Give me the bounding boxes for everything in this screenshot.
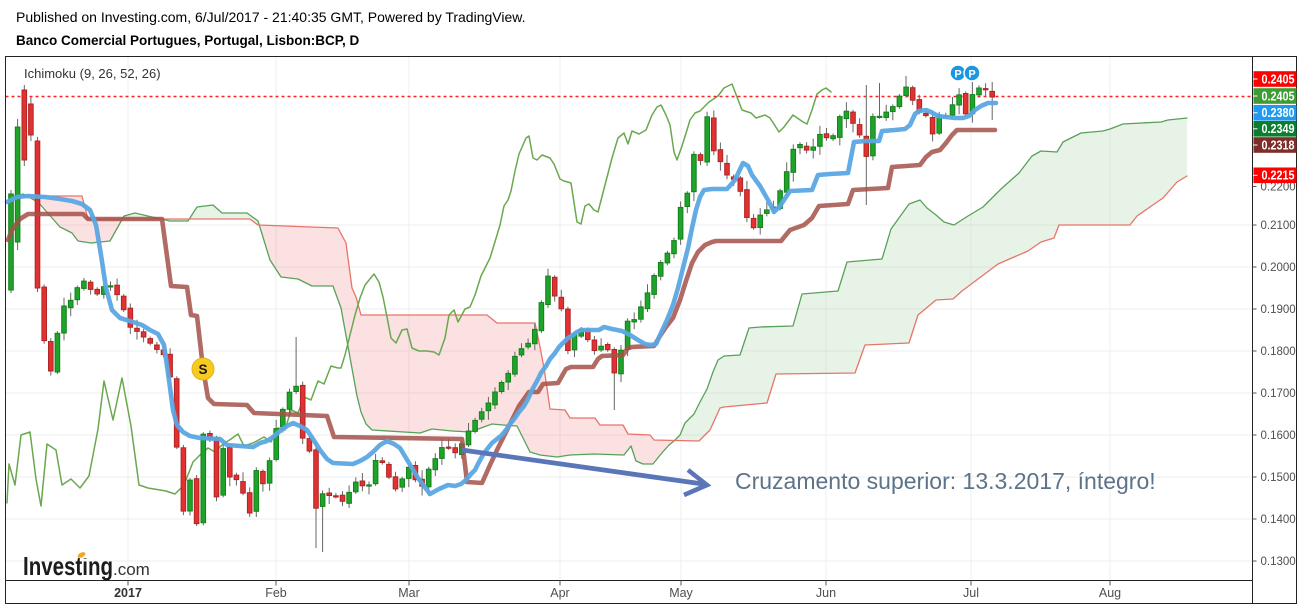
svg-text:Cruzamento superior: 13.3.2017: Cruzamento superior: 13.3.2017, íntegro! xyxy=(735,468,1156,494)
svg-text:0.2405: 0.2405 xyxy=(1262,89,1295,103)
svg-text:0.1300: 0.1300 xyxy=(1261,556,1296,568)
svg-text:0.2215: 0.2215 xyxy=(1262,169,1295,183)
svg-text:Banco Comercial Portugues, Por: Banco Comercial Portugues, Portugal, Lis… xyxy=(16,33,360,48)
svg-text:0.2000: 0.2000 xyxy=(1261,262,1296,274)
svg-text:Investing: Investing xyxy=(23,551,113,581)
svg-text:Published on Investing.com, 6/: Published on Investing.com, 6/Jul/2017 -… xyxy=(16,9,525,25)
svg-text:0.1900: 0.1900 xyxy=(1261,304,1296,316)
svg-text:P: P xyxy=(968,69,975,81)
svg-text:Ichimoku (9, 26, 52, 26): Ichimoku (9, 26, 52, 26) xyxy=(24,66,161,81)
svg-text:0.2318: 0.2318 xyxy=(1262,138,1295,152)
svg-text:0.1700: 0.1700 xyxy=(1261,388,1296,400)
svg-text:Apr: Apr xyxy=(550,586,569,600)
svg-text:May: May xyxy=(669,586,693,600)
svg-text:Jul: Jul xyxy=(963,586,979,600)
svg-text:Aug: Aug xyxy=(1099,586,1121,600)
svg-text:0.1600: 0.1600 xyxy=(1261,430,1296,442)
svg-text:Feb: Feb xyxy=(265,586,287,600)
svg-text:0.1800: 0.1800 xyxy=(1261,346,1296,358)
svg-text:0.2100: 0.2100 xyxy=(1261,220,1296,232)
svg-text:0.1500: 0.1500 xyxy=(1261,472,1296,484)
svg-text:0.1400: 0.1400 xyxy=(1261,514,1296,526)
svg-text:0.2405: 0.2405 xyxy=(1262,72,1295,86)
svg-text:Mar: Mar xyxy=(398,586,420,600)
svg-text:.com: .com xyxy=(113,560,150,579)
svg-text:2017: 2017 xyxy=(114,586,142,600)
svg-text:P: P xyxy=(954,69,961,81)
svg-text:0.2380: 0.2380 xyxy=(1262,106,1295,120)
svg-text:S: S xyxy=(198,362,207,377)
svg-text:0.2200: 0.2200 xyxy=(1261,182,1296,194)
svg-text:0.2349: 0.2349 xyxy=(1262,122,1295,136)
svg-text:Jun: Jun xyxy=(816,586,836,600)
